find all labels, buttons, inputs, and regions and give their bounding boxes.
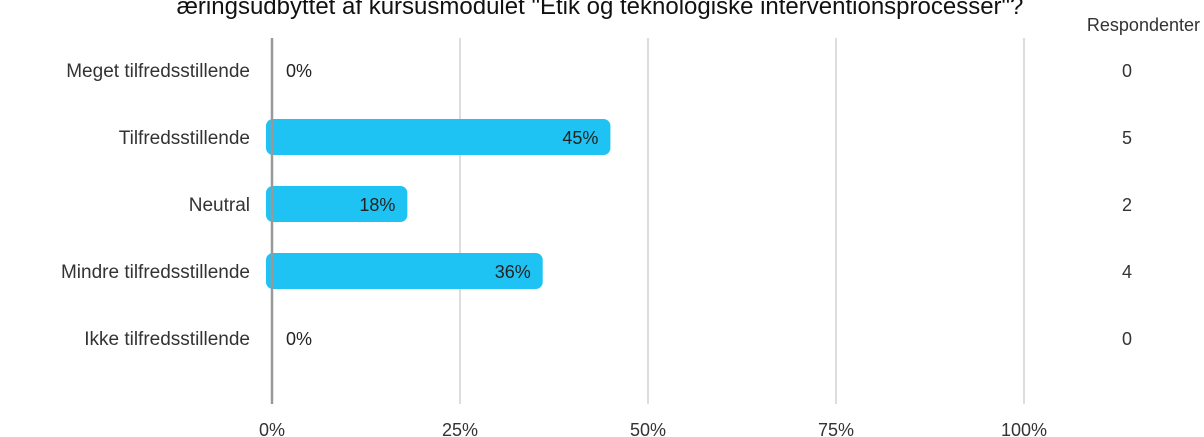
x-tick-label: 50%: [630, 420, 666, 437]
data-label: 0%: [286, 61, 312, 81]
category-label: Meget tilfredsstillende: [66, 61, 250, 82]
x-tick-label: 0%: [259, 420, 285, 437]
x-tick-label: 100%: [1001, 420, 1047, 437]
bar: [266, 186, 408, 222]
gridlines: [459, 38, 1025, 404]
category-label: Neutral: [189, 195, 250, 216]
data-label: 45%: [562, 128, 598, 148]
respondent-count: 4: [1122, 262, 1132, 282]
bars: [266, 119, 611, 289]
category-label: Tilfredsstillende: [119, 128, 250, 149]
x-axis-ticks: 0% 25% 50% 75% 100%: [259, 420, 1047, 437]
bar: [266, 253, 543, 289]
data-label: 18%: [359, 195, 395, 215]
respondent-counts: 0 5 2 4 0: [1122, 61, 1132, 349]
respondents-header: Respondenter: [1087, 15, 1200, 35]
category-label: Ikke tilfredsstillende: [84, 329, 250, 350]
respondent-count: 0: [1122, 329, 1132, 349]
chart-title: æringsudbyttet af kursusmodulet "Etik og…: [177, 0, 1024, 20]
data-labels: 0% 45% 18% 36% 0%: [286, 61, 598, 349]
category-label: Mindre tilfredsstillende: [61, 262, 250, 283]
x-tick-label: 75%: [818, 420, 854, 437]
respondent-count: 2: [1122, 195, 1132, 215]
x-tick-label: 25%: [442, 420, 478, 437]
respondent-count: 0: [1122, 61, 1132, 81]
category-labels: Meget tilfredsstillende Tilfredsstillende…: [61, 61, 250, 350]
data-label: 36%: [495, 262, 531, 282]
bar: [266, 119, 611, 155]
respondent-count: 5: [1122, 128, 1132, 148]
data-label: 0%: [286, 329, 312, 349]
